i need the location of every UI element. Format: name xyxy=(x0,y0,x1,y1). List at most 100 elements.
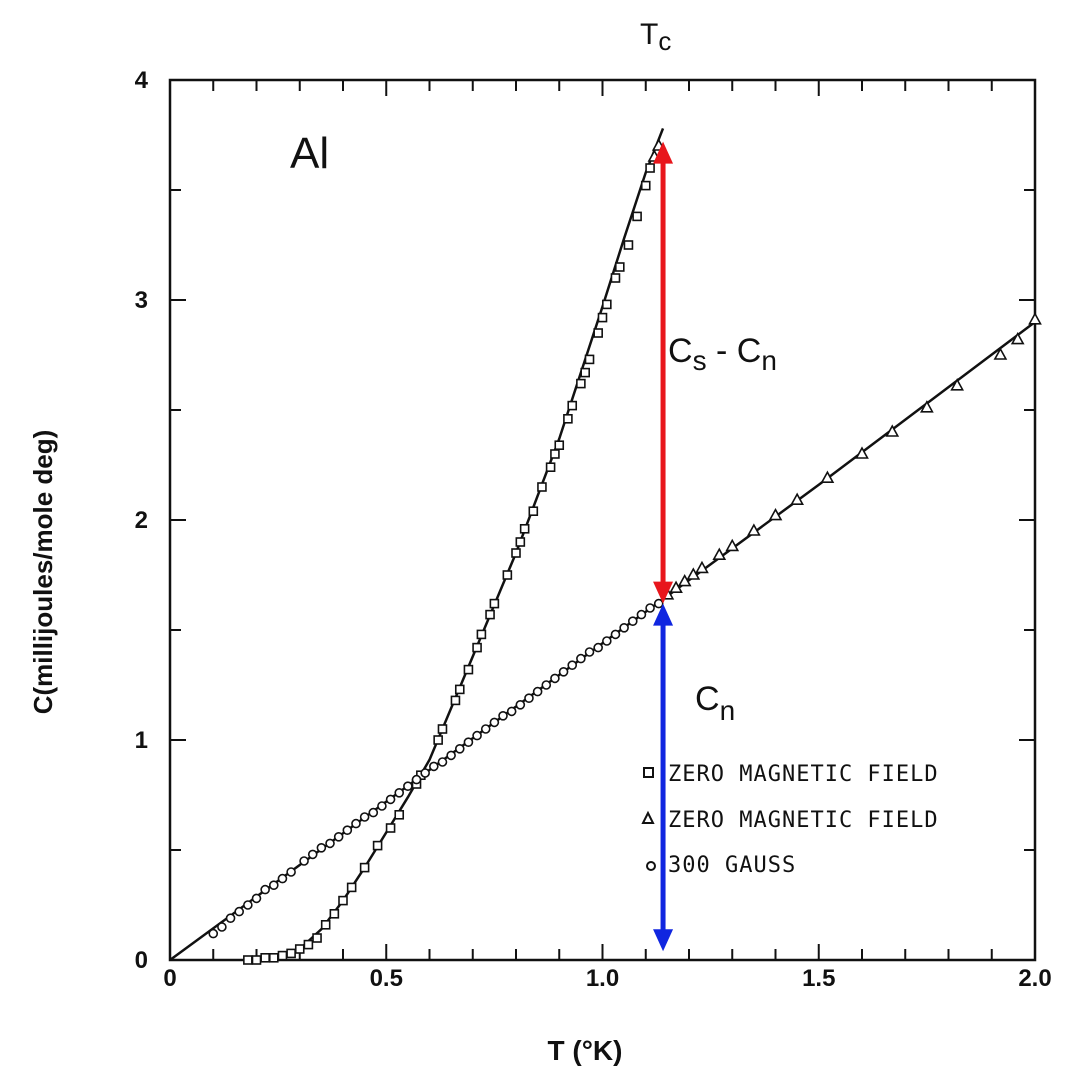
legend: ZERO MAGNETIC FIELD ZERO MAGNETIC FIELD … xyxy=(641,762,939,878)
point-circle xyxy=(480,724,491,734)
point-square xyxy=(359,862,370,873)
point-triangle xyxy=(790,492,804,506)
point-circle xyxy=(342,825,353,836)
y-tick-label: 3 xyxy=(135,287,148,314)
point-circle xyxy=(515,699,526,710)
point-circle xyxy=(225,913,236,924)
tc-subscript: c xyxy=(658,26,671,56)
point-circle xyxy=(420,768,430,778)
point-square xyxy=(550,449,560,459)
point-circle xyxy=(385,794,396,805)
point-triangle xyxy=(695,560,709,574)
point-circle xyxy=(576,653,586,664)
x-tick-label: 0 xyxy=(163,965,176,992)
point-square xyxy=(385,823,396,833)
point-circle xyxy=(437,757,448,767)
point-square xyxy=(614,262,625,272)
point-square xyxy=(286,948,296,959)
curve-superconducting xyxy=(247,127,665,962)
point-circle xyxy=(333,831,344,842)
point-circle xyxy=(558,666,569,677)
point-triangle xyxy=(725,538,740,552)
point-circle xyxy=(593,642,603,653)
point-square xyxy=(602,299,612,310)
point-triangle xyxy=(747,523,761,536)
x-tick-label: 0.5 xyxy=(370,965,403,992)
point-circle xyxy=(636,609,647,620)
point-circle xyxy=(584,647,595,657)
x-tick-label: 1.5 xyxy=(802,965,835,992)
point-square xyxy=(489,598,500,609)
fit-curves xyxy=(169,127,1036,962)
point-square xyxy=(563,413,573,424)
point-triangle xyxy=(686,567,701,580)
point-square xyxy=(584,354,595,365)
x-tick-label: 1.0 xyxy=(586,965,619,992)
point-triangle xyxy=(669,580,683,594)
tick-labels: 0 0.5 1.0 1.5 2.0 0 1 2 3 4 xyxy=(135,67,1052,992)
point-square xyxy=(511,548,521,558)
point-circle xyxy=(454,743,465,754)
point-triangle xyxy=(768,507,783,521)
point-triangle xyxy=(855,446,869,459)
point-square xyxy=(502,570,513,580)
point-circle xyxy=(394,787,405,798)
point-square xyxy=(454,684,465,695)
point-circle xyxy=(627,616,638,627)
point-square xyxy=(320,919,331,930)
element-label: Al xyxy=(290,129,329,178)
cn-label-main: C xyxy=(695,680,720,718)
point-circle xyxy=(243,900,253,910)
point-circle xyxy=(472,730,482,741)
point-circle xyxy=(286,867,296,877)
y-tick-label: 0 xyxy=(135,947,148,974)
point-circle xyxy=(307,849,318,860)
point-circle xyxy=(377,801,387,811)
point-square xyxy=(251,955,262,965)
point-circle xyxy=(602,636,612,646)
point-circle xyxy=(653,598,664,609)
legend-marker-circle xyxy=(646,861,656,871)
point-square xyxy=(437,724,448,734)
point-square xyxy=(576,378,586,389)
y-tick-label: 2 xyxy=(135,507,148,534)
point-square xyxy=(268,952,279,963)
minus-sign: - xyxy=(707,332,737,370)
point-circle xyxy=(446,750,456,761)
point-square xyxy=(463,664,474,675)
point-triangle xyxy=(1028,312,1042,325)
point-circle xyxy=(359,812,370,822)
point-circle xyxy=(403,781,413,792)
point-square xyxy=(610,273,621,283)
legend-marker-square xyxy=(643,767,654,778)
point-square xyxy=(580,367,591,378)
point-circle xyxy=(411,774,422,785)
legend-label-triangle: ZERO MAGNETIC FIELD xyxy=(668,808,939,833)
cn-subscript: n xyxy=(761,345,777,376)
point-square xyxy=(623,240,634,250)
point-square xyxy=(528,506,539,517)
point-circle xyxy=(217,922,227,932)
point-circle xyxy=(541,680,552,690)
point-circle xyxy=(463,737,474,748)
point-circle xyxy=(268,880,279,891)
cn-main: C xyxy=(737,332,762,370)
point-square xyxy=(433,735,443,745)
point-circle xyxy=(506,706,517,717)
point-circle xyxy=(498,710,508,721)
x-tick-label: 2.0 xyxy=(1018,965,1051,992)
point-square xyxy=(372,840,383,851)
point-square xyxy=(338,895,348,906)
point-circle xyxy=(567,660,578,671)
data-markers xyxy=(208,138,1042,965)
x-axis-label: T (°K) xyxy=(548,1035,623,1066)
cn-arrow-head-bottom xyxy=(653,929,674,952)
point-square xyxy=(515,537,526,547)
point-square xyxy=(450,695,461,706)
cs-minus-cn-arrow-head-bottom xyxy=(653,581,674,604)
cs-minus-cn-arrow-head-top xyxy=(653,141,674,164)
cs-main: C xyxy=(668,332,693,370)
point-circle xyxy=(234,906,244,917)
point-square xyxy=(346,882,357,893)
point-triangle xyxy=(677,573,692,587)
